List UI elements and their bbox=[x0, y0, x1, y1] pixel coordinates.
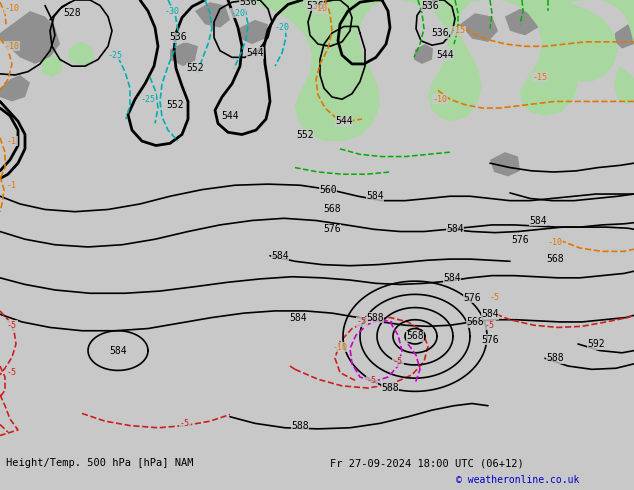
Text: 584: 584 bbox=[366, 191, 384, 201]
Text: 544: 544 bbox=[221, 111, 239, 121]
Polygon shape bbox=[615, 24, 634, 49]
Polygon shape bbox=[68, 42, 94, 66]
Text: 528: 528 bbox=[63, 8, 81, 18]
Text: Fr 27-09-2024 18:00 UTC (06+12): Fr 27-09-2024 18:00 UTC (06+12) bbox=[330, 458, 524, 468]
Text: 536: 536 bbox=[421, 0, 439, 10]
Text: 552: 552 bbox=[186, 63, 204, 74]
Text: -15: -15 bbox=[451, 26, 465, 35]
Polygon shape bbox=[195, 2, 230, 27]
Text: -5: -5 bbox=[485, 321, 495, 330]
Text: 568: 568 bbox=[406, 331, 424, 341]
Text: 588: 588 bbox=[291, 420, 309, 431]
Text: 584: 584 bbox=[109, 345, 127, 356]
Text: -5: -5 bbox=[357, 318, 367, 326]
Text: -1: -1 bbox=[7, 137, 17, 146]
Polygon shape bbox=[460, 13, 498, 42]
Text: -30: -30 bbox=[164, 6, 179, 16]
Text: 584: 584 bbox=[289, 313, 307, 322]
Text: 568: 568 bbox=[546, 254, 564, 264]
Polygon shape bbox=[230, 0, 634, 141]
Text: 584: 584 bbox=[529, 216, 547, 225]
Text: -10: -10 bbox=[313, 4, 328, 13]
Text: -5: -5 bbox=[393, 357, 403, 366]
Polygon shape bbox=[550, 0, 618, 81]
Text: -15: -15 bbox=[533, 73, 548, 82]
Polygon shape bbox=[0, 11, 60, 64]
Text: 584: 584 bbox=[443, 273, 461, 283]
Text: -10: -10 bbox=[432, 95, 448, 104]
Text: 560: 560 bbox=[319, 185, 337, 195]
Polygon shape bbox=[614, 66, 634, 105]
Polygon shape bbox=[42, 55, 62, 77]
Text: 568: 568 bbox=[466, 317, 484, 327]
Text: -20: -20 bbox=[275, 23, 290, 32]
Text: -1: -1 bbox=[7, 181, 17, 190]
Polygon shape bbox=[0, 75, 30, 101]
Text: 576: 576 bbox=[481, 335, 499, 344]
Text: 536: 536 bbox=[169, 32, 187, 43]
Text: 536: 536 bbox=[306, 0, 324, 10]
Text: -25: -25 bbox=[141, 95, 155, 104]
Text: 536: 536 bbox=[239, 0, 257, 7]
Text: 552: 552 bbox=[166, 100, 184, 110]
Text: 588: 588 bbox=[546, 353, 564, 363]
Text: 588: 588 bbox=[381, 383, 399, 393]
Text: -10: -10 bbox=[548, 238, 562, 247]
Polygon shape bbox=[240, 20, 268, 44]
Text: 584: 584 bbox=[271, 251, 289, 261]
Text: 576: 576 bbox=[323, 224, 341, 234]
Text: 568: 568 bbox=[323, 204, 341, 215]
Text: Height/Temp. 500 hPa [hPa] NAM: Height/Temp. 500 hPa [hPa] NAM bbox=[6, 458, 194, 468]
Polygon shape bbox=[545, 20, 572, 46]
Text: 584: 584 bbox=[481, 309, 499, 319]
Text: 552: 552 bbox=[296, 129, 314, 140]
Text: 584: 584 bbox=[446, 224, 464, 234]
Text: -25: -25 bbox=[108, 50, 122, 60]
Polygon shape bbox=[580, 22, 610, 49]
Text: -10: -10 bbox=[332, 343, 347, 352]
Polygon shape bbox=[170, 42, 198, 66]
Text: 544: 544 bbox=[335, 116, 353, 126]
Polygon shape bbox=[490, 152, 520, 176]
Text: © weatheronline.co.uk: © weatheronline.co.uk bbox=[456, 475, 580, 485]
Text: -20: -20 bbox=[231, 9, 245, 18]
Text: -5: -5 bbox=[490, 293, 500, 302]
Text: 544: 544 bbox=[436, 50, 454, 60]
Text: -10: -10 bbox=[4, 4, 20, 13]
Text: 536: 536 bbox=[431, 28, 449, 38]
Text: -5: -5 bbox=[7, 368, 17, 377]
Text: 576: 576 bbox=[511, 235, 529, 245]
Text: -5: -5 bbox=[180, 419, 190, 428]
Text: 588: 588 bbox=[366, 313, 384, 322]
Text: -5: -5 bbox=[7, 321, 17, 330]
Text: 576: 576 bbox=[463, 293, 481, 303]
Text: -10: -10 bbox=[4, 42, 20, 51]
Text: 592: 592 bbox=[587, 339, 605, 349]
Polygon shape bbox=[414, 44, 433, 64]
Polygon shape bbox=[505, 9, 538, 35]
Text: -5: -5 bbox=[367, 376, 377, 385]
Text: 544: 544 bbox=[246, 48, 264, 58]
